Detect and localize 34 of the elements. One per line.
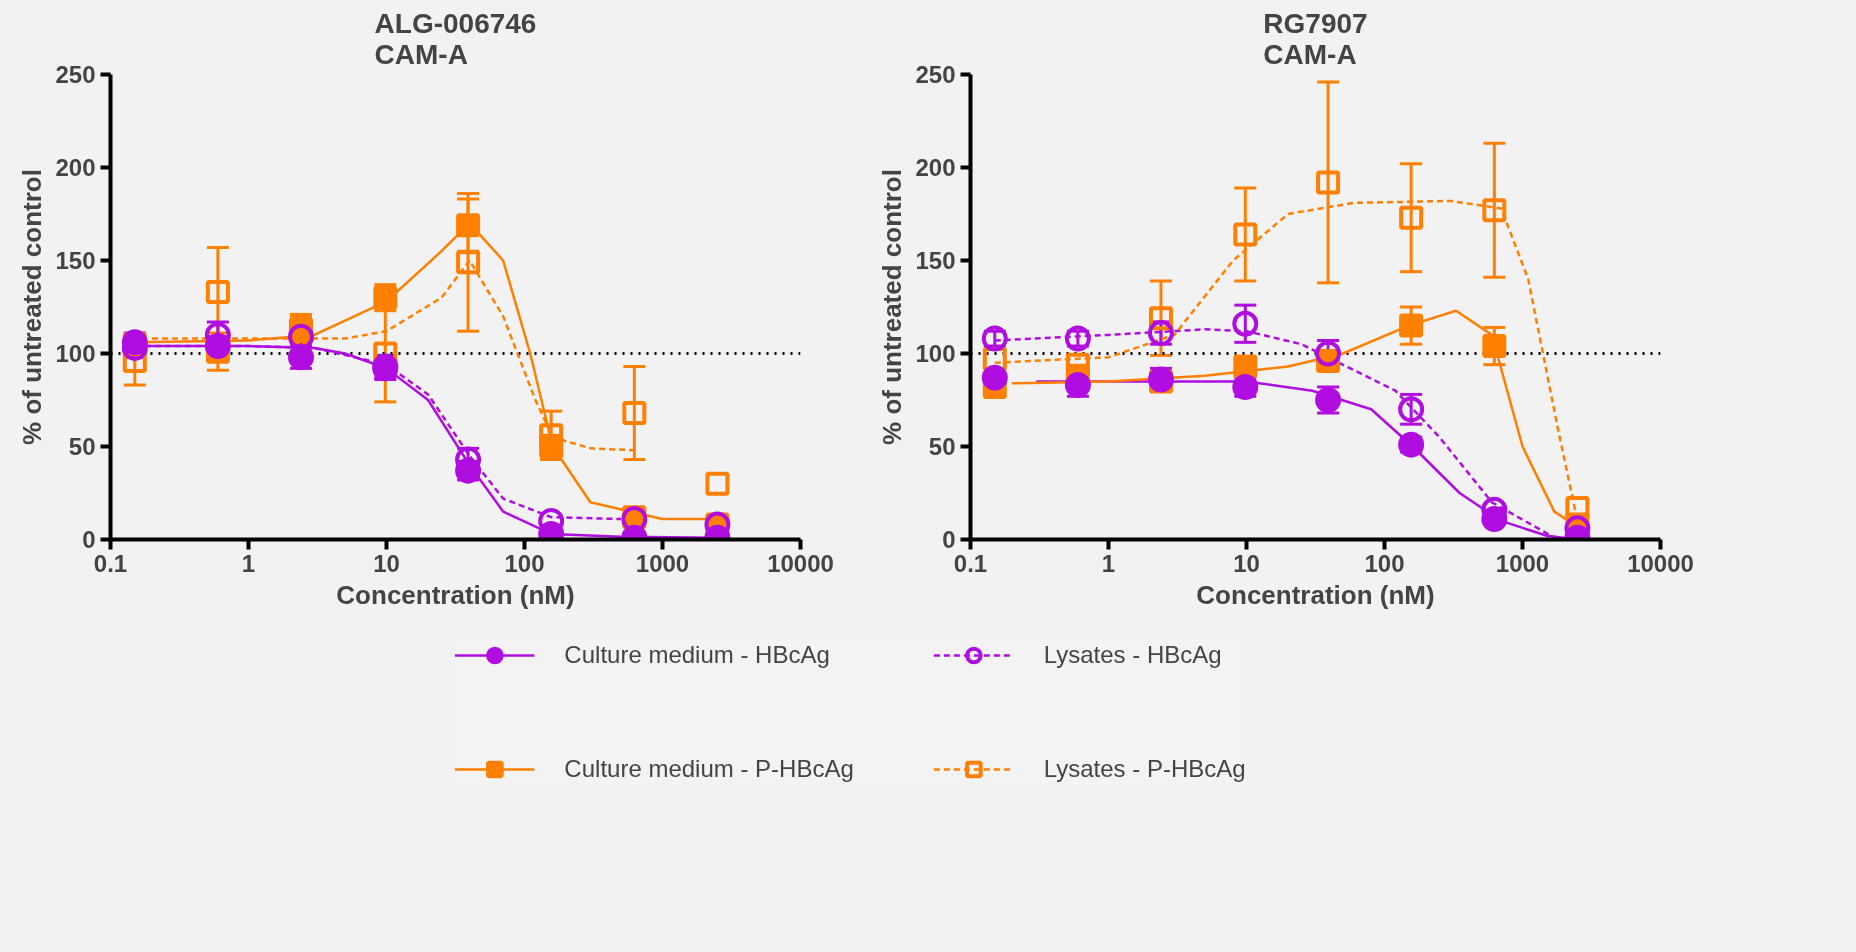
x-tick-label: 10000 <box>767 549 834 577</box>
legend-label: Culture medium - HBcAg <box>564 641 830 669</box>
y-tick-label: 250 <box>915 61 956 88</box>
x-tick-label: 100 <box>1364 549 1405 577</box>
x-tick-label: 0.1 <box>93 549 128 577</box>
y-tick-label: 150 <box>915 247 956 274</box>
legend-label: Lysates - P-HBcAg <box>1043 755 1246 783</box>
y-tick-label: 0 <box>942 526 956 553</box>
x-tick-label: 1 <box>1101 549 1116 577</box>
x-tick-label: 1000 <box>635 549 690 577</box>
y-axis-title: % of untreated control <box>877 169 908 445</box>
x-tick-label: 10 <box>1233 549 1260 577</box>
x-tick-label: 100 <box>504 549 545 577</box>
y-tick-label: 100 <box>55 340 96 367</box>
y-tick-label: 100 <box>915 340 956 367</box>
y-tick-label: 50 <box>68 433 96 460</box>
x-axis-title: Concentration (nM) <box>1196 579 1435 610</box>
y-tick-label: 150 <box>55 247 96 274</box>
y-tick-label: 250 <box>55 61 96 88</box>
chart-title: ALG-006746 CAM-A <box>374 7 537 70</box>
chart-title: RG7907 CAM-A <box>1263 7 1368 70</box>
x-tick-label: 1000 <box>1495 549 1550 577</box>
legend-label: Culture medium - P-HBcAg <box>564 755 854 783</box>
y-tick-label: 200 <box>915 154 956 181</box>
x-axis-title: Concentration (nM) <box>336 579 575 610</box>
y-tick-label: 0 <box>82 526 96 553</box>
y-tick-label: 50 <box>928 433 956 460</box>
x-tick-label: 10000 <box>1627 549 1694 577</box>
legend-label: Lysates - HBcAg <box>1043 641 1222 669</box>
x-tick-label: 1 <box>241 549 256 577</box>
y-tick-label: 200 <box>55 154 96 181</box>
x-tick-label: 10 <box>373 549 400 577</box>
x-tick-label: 0.1 <box>953 549 988 577</box>
y-axis-title: % of untreated control <box>17 169 48 445</box>
